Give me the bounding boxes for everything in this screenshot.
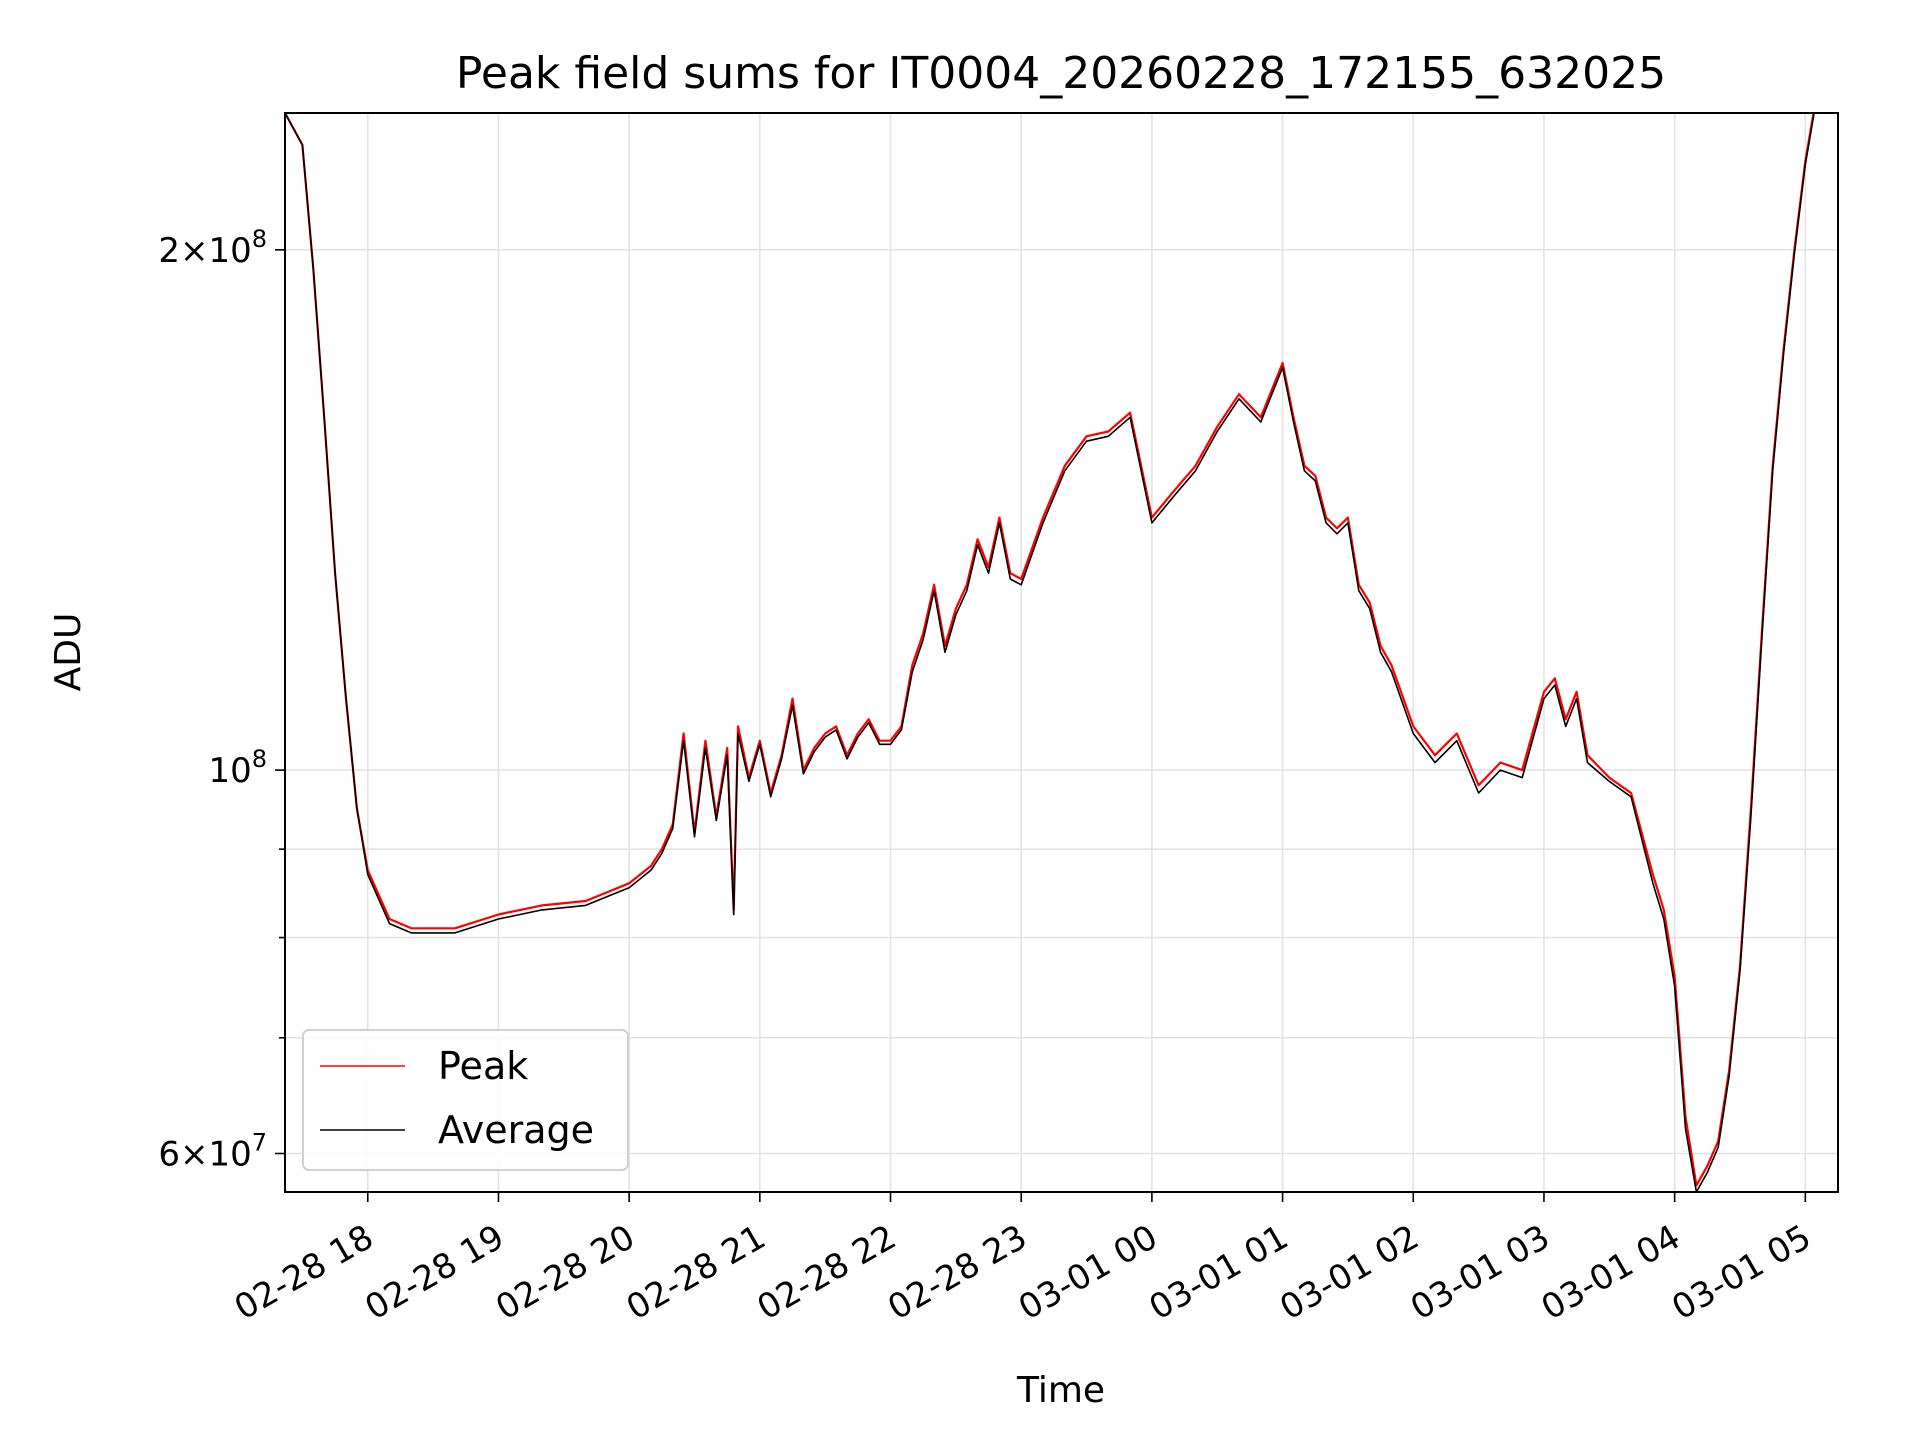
plot-area bbox=[285, 113, 1815, 1192]
legend-box bbox=[302, 1029, 629, 1171]
grid bbox=[285, 113, 1838, 1192]
y-tick-label: 6×107 bbox=[158, 1129, 267, 1175]
y-tick-label: 108 bbox=[208, 745, 267, 791]
legend: Peak Average bbox=[302, 1029, 629, 1171]
legend-label-peak: Peak bbox=[438, 1044, 528, 1088]
y-tick-label: 2×108 bbox=[158, 225, 267, 271]
series-line-average bbox=[285, 113, 1815, 1192]
plot-frame bbox=[284, 112, 1839, 1193]
legend-label-average: Average bbox=[438, 1108, 594, 1152]
chart-title: Peak field sums for IT0004_20260228_1721… bbox=[456, 48, 1666, 99]
y-axis-label: ADU bbox=[48, 613, 89, 692]
x-axis-label: Time bbox=[1016, 1370, 1105, 1411]
